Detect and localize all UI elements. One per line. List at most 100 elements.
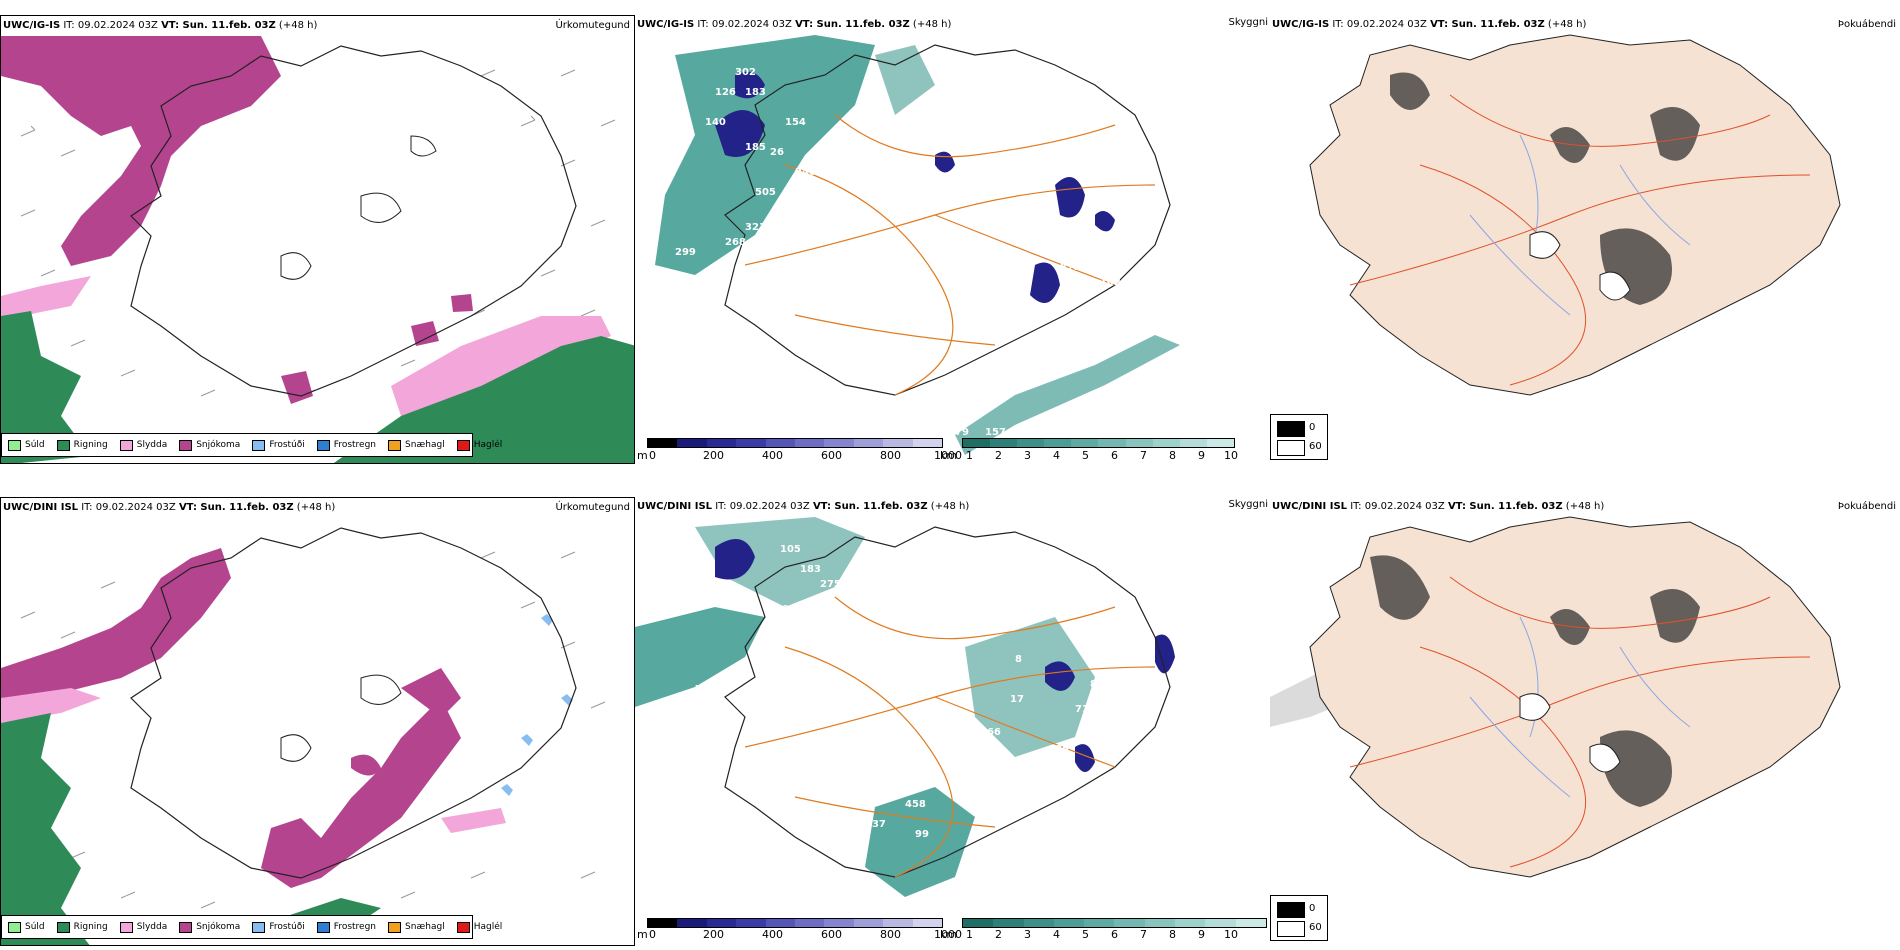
visibility-value-label: 166 xyxy=(980,727,1001,738)
visibility-value-label: 30 xyxy=(935,137,949,148)
colorbar-step xyxy=(677,919,707,927)
colorbar-step xyxy=(1017,439,1045,447)
vis-unit: km xyxy=(940,928,958,941)
legend-label: Frostregn xyxy=(333,440,377,450)
elev-tick: 200 xyxy=(703,928,724,941)
colorbar-step xyxy=(1144,919,1176,927)
precip-map-bottom xyxy=(1,527,606,945)
legend-swatch xyxy=(56,439,70,451)
colorbar-step xyxy=(1023,919,1054,927)
legend-label: Snjókoma xyxy=(196,922,241,932)
visibility-value-label: 93 xyxy=(1015,207,1029,218)
visibility-value-label: 64 xyxy=(1040,337,1054,348)
vis-tick: 1 xyxy=(966,449,973,462)
visibility-value-label: 99 xyxy=(915,829,929,840)
elev-tick: 400 xyxy=(762,928,783,941)
it-value: 09.02.2024 03Z xyxy=(1364,501,1445,512)
vis-tick: 8 xyxy=(1169,449,1176,462)
legend-item: Snjókoma xyxy=(179,439,241,451)
legend-label: Slydda xyxy=(136,922,168,932)
legend-label: Haglél xyxy=(473,440,503,450)
roads xyxy=(1349,94,1811,386)
visibility-colorbar-top xyxy=(962,438,1235,448)
vt-label: VT: Sun. 11.feb. 03Z xyxy=(178,502,294,513)
visibility-value-label: 154 xyxy=(785,117,806,128)
fog-title: Þokuábendi xyxy=(1837,501,1896,512)
visibility-value-label: 105 xyxy=(780,544,801,555)
colorbar-step xyxy=(883,919,913,927)
colorbar-step xyxy=(912,439,943,447)
colorbar-step xyxy=(1205,919,1236,927)
it-label: IT: xyxy=(81,502,93,513)
visibility-value-label: 43 xyxy=(950,392,964,403)
visibility-panel-bottom: 105 183 275 70 266 75 12 18 8 17 166 71 62 85 65 81 98 45… xyxy=(635,497,1270,946)
visibility-value-label: 302 xyxy=(735,67,756,78)
fog-label-60: 60 xyxy=(1309,441,1322,452)
panel-header: UWC/IG-IS IT: 09.02.2024 03Z VT: Sun. 11… xyxy=(1272,19,1586,30)
colorbar-step xyxy=(1175,919,1206,927)
legend-item: Haglél xyxy=(456,921,503,933)
visibility-value-label: 65 xyxy=(1050,779,1064,790)
precip-title: Úrkomutegund xyxy=(555,502,630,513)
lead-time: (+48 h) xyxy=(930,501,970,512)
legend-swatch xyxy=(316,921,330,933)
legend-label: Snæhagl xyxy=(405,922,445,932)
it-value: 09.02.2024 03Z xyxy=(729,501,810,512)
visibility-value-label: 84 xyxy=(1085,232,1099,243)
colorbar-step xyxy=(853,439,884,447)
it-value: 09.02.2024 03Z xyxy=(95,502,176,513)
it-value: 09.02.2024 03Z xyxy=(77,20,158,31)
legend-swatch xyxy=(119,439,133,451)
elev-tick: 1000 xyxy=(934,449,962,462)
visibility-value-label: 85 xyxy=(1055,744,1069,755)
legend-swatch xyxy=(388,439,402,451)
legend-item: Frostúði xyxy=(252,921,305,933)
precip-legend: Súld Rigning Slydda Snjókoma Frostúði Frostre… xyxy=(1,433,502,457)
fog-title: Þokuábendi xyxy=(1837,19,1896,30)
legend-label: Haglél xyxy=(473,922,503,932)
visibility-title: Skyggni xyxy=(1228,499,1268,510)
visibility-value-label: 275 xyxy=(820,579,841,590)
vt-label: VT: Sun. 11.feb. 03Z xyxy=(1447,501,1563,512)
colorbar-step xyxy=(963,919,994,927)
visibility-value-label: 102 xyxy=(1100,277,1121,288)
model-name: UWC/DINI ISL xyxy=(3,502,79,513)
vis-tick: 4 xyxy=(1053,928,1060,941)
elev-tick: 0 xyxy=(649,449,656,462)
it-label: IT: xyxy=(63,20,75,31)
colorbar-step xyxy=(1084,919,1115,927)
colorbar-step xyxy=(648,439,678,447)
visibility-value-label: 268 xyxy=(725,237,746,248)
precip-title: Úrkomutegund xyxy=(555,20,630,31)
colorbar-step xyxy=(1044,439,1072,447)
legend-swatch xyxy=(8,439,21,451)
fog-panel-bottom: UWC/DINI ISL IT: 09.02.2024 03Z VT: Sun.… xyxy=(1270,497,1900,946)
model-name: UWC/IG-IS xyxy=(637,19,695,30)
visibility-value-label: 2 xyxy=(925,362,932,373)
it-label: IT: xyxy=(715,501,727,512)
legend-label: Slydda xyxy=(136,440,168,450)
elevation-ticks-bottom: m 0 200 400 600 800 1000 xyxy=(637,928,962,942)
lead-time: (+48 h) xyxy=(1565,501,1605,512)
colorbar-step xyxy=(677,439,707,447)
legend-label: Snjókoma xyxy=(196,440,241,450)
it-label: IT: xyxy=(697,19,709,30)
visibility-value-label: 266 xyxy=(795,614,816,625)
visibility-map-top: 302 126 183 140 154 185 26 246 505 321 268 299 30 28 5… xyxy=(655,35,1180,455)
legend-item: Súld xyxy=(8,921,45,933)
visibility-value-label: 28 xyxy=(945,177,959,188)
colorbar-step xyxy=(1071,439,1099,447)
visibility-title: Skyggni xyxy=(1228,17,1268,28)
legend-swatch xyxy=(179,921,193,933)
fog-legend-bottom: 0 60 xyxy=(1270,895,1328,941)
colorbar-step xyxy=(736,439,766,447)
legend-swatch xyxy=(252,439,266,451)
legend-item: Frostúði xyxy=(252,439,305,451)
colorbar-step xyxy=(853,919,884,927)
legend-swatch xyxy=(56,921,70,933)
visibility-value-label: 458 xyxy=(905,799,926,810)
elev-tick: 800 xyxy=(880,928,901,941)
visibility-value-label: 140 xyxy=(705,117,726,128)
visibility-value-label: 183 xyxy=(745,87,766,98)
roads xyxy=(744,596,1156,878)
